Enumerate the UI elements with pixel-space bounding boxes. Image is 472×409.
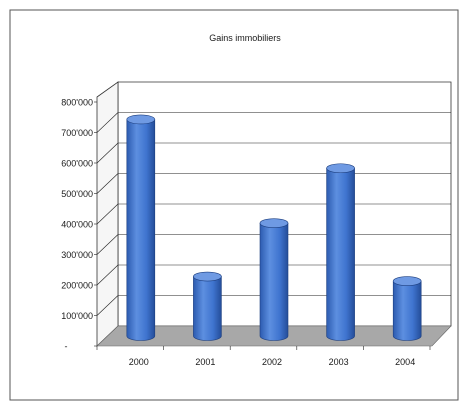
bar-2002	[259, 218, 289, 341]
y-axis-ticks: 800'000 700'000 600'000 500'000 400'000 300'0…	[61, 98, 97, 352]
y-tick-label: 400'000	[61, 220, 93, 230]
x-tick-label: 2002	[262, 357, 282, 367]
bar-top	[392, 276, 422, 286]
y-tick-label: 300'000	[61, 250, 93, 260]
bar-top	[193, 271, 222, 282]
x-tick-label: 2001	[195, 357, 215, 367]
chart-title: Gains immobiliers	[209, 33, 281, 43]
bar-top	[126, 114, 156, 125]
grid-line-side	[96, 203, 119, 225]
bars	[126, 114, 422, 341]
y-tick-label: 200'000	[61, 281, 93, 291]
bar-body	[326, 167, 355, 341]
grid-line-side	[96, 264, 119, 286]
bar-body	[126, 119, 156, 341]
y-tick-label: 600'000	[61, 159, 93, 169]
x-axis-ticks: 2000 2001 2002 2003 2004	[96, 346, 431, 367]
y-tick-label: 700'000	[61, 128, 93, 138]
grid-line-side	[96, 112, 119, 133]
grid-line-side	[96, 295, 119, 316]
x-tick-label: 2003	[329, 357, 349, 367]
bar-body	[259, 222, 289, 341]
x-tick-label: 2000	[129, 357, 149, 367]
y-tick-label: -	[65, 342, 68, 352]
grid-line-side	[96, 142, 119, 164]
y-tick-label: 100'000	[61, 311, 93, 321]
bar-2003	[326, 163, 355, 341]
bar-2000	[126, 114, 156, 341]
y-tick-label: 500'000	[61, 189, 93, 199]
y-tick-label: 800'000	[61, 98, 93, 108]
grid-line-side	[96, 234, 119, 255]
bar-body	[193, 276, 222, 341]
grid-line-side	[96, 173, 119, 194]
bar-2004	[392, 276, 422, 341]
bar-2001	[193, 271, 222, 341]
bar-top	[259, 218, 289, 228]
bar-body	[392, 280, 422, 341]
bar-top	[326, 163, 355, 174]
x-tick-label: 2004	[395, 357, 415, 367]
